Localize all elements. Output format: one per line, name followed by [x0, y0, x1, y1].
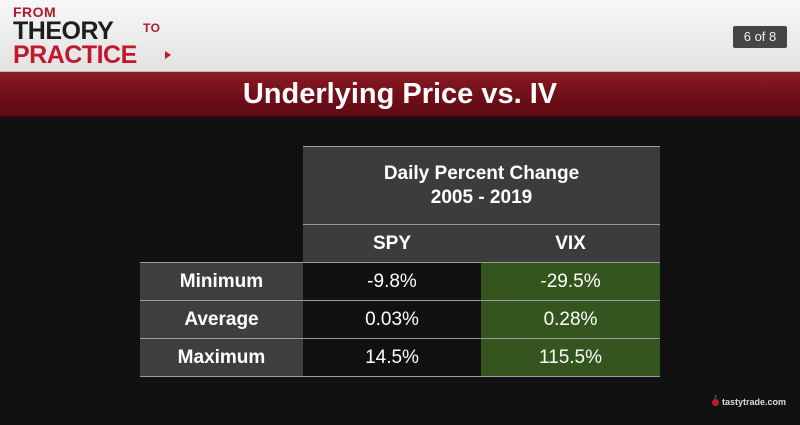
brand-text: tastytrade.com [722, 397, 787, 407]
table-heading-line2: 2005 - 2019 [430, 186, 533, 208]
table-corner-blank [140, 225, 303, 263]
table-row: Average 0.03% 0.28% [140, 300, 660, 339]
row-label-average: Average [140, 300, 303, 339]
title-bar: Underlying Price vs. IV [0, 72, 800, 117]
header-bar: FROM THEORY TO PRACTICE 6 of 8 [0, 0, 800, 72]
table-row: Minimum -9.8% -29.5% [140, 262, 660, 301]
tastytrade-logo: tastytrade.com [712, 394, 792, 410]
row-label-maximum: Maximum [140, 338, 303, 377]
spy-minimum-value: -9.8% [303, 262, 481, 301]
table-heading-line1: Daily Percent Change [383, 162, 580, 184]
table-corner-blank [140, 147, 303, 225]
spy-maximum-value: 14.5% [303, 338, 481, 377]
vix-average-value: 0.28% [481, 300, 660, 339]
column-header-vix: VIX [481, 224, 660, 263]
logo-theory-text: THEORY [13, 17, 114, 45]
logo-practice-text: PRACTICE [13, 41, 137, 69]
play-triangle-icon [165, 51, 171, 59]
table-row: Maximum 14.5% 115.5% [140, 338, 660, 377]
logo-to-text: TO [143, 21, 161, 35]
vix-minimum-value: -29.5% [481, 262, 660, 301]
row-label-minimum: Minimum [140, 262, 303, 301]
page-counter: 6 of 8 [733, 26, 787, 48]
vix-maximum-value: 115.5% [481, 338, 660, 377]
cherry-icon [712, 399, 719, 406]
column-header-spy: SPY [303, 224, 481, 263]
slide-title: Underlying Price vs. IV [242, 78, 558, 110]
from-theory-to-practice-logo: FROM THEORY TO PRACTICE [13, 4, 233, 69]
logo-from-text: FROM [13, 4, 57, 20]
spy-average-value: 0.03% [303, 300, 481, 339]
table-heading: Daily Percent Change 2005 - 2019 [303, 146, 660, 225]
stats-table: Daily Percent Change 2005 - 2019 SPY VIX… [140, 146, 660, 377]
